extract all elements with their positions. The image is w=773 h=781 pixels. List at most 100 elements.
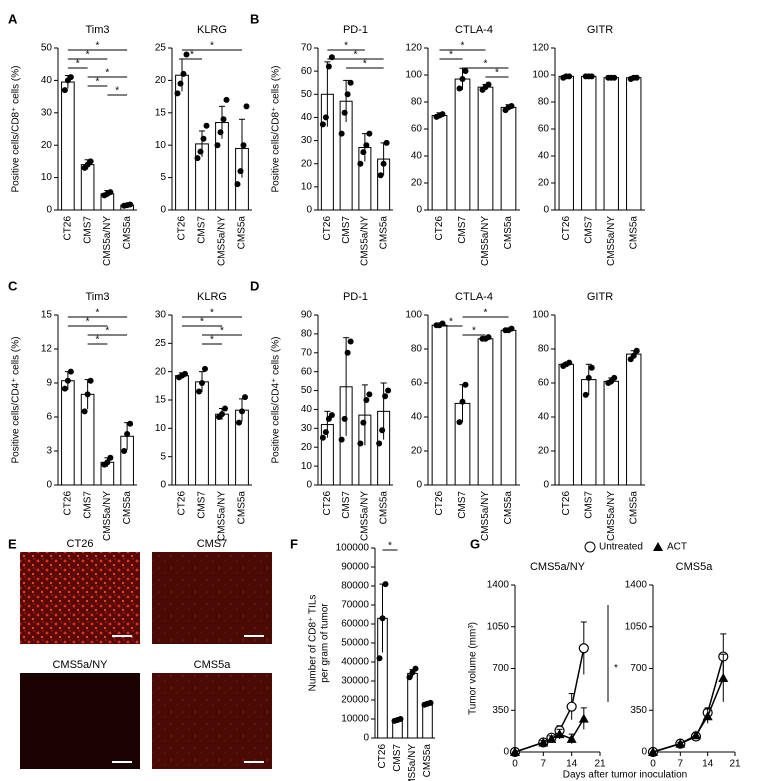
- y-tick-label: 50: [301, 385, 313, 396]
- x-tick-label: CT26: [322, 216, 333, 241]
- micrograph: [152, 552, 272, 644]
- y-tick-label: 0: [503, 747, 509, 758]
- significance-label: *: [96, 77, 100, 88]
- data-point: [194, 155, 201, 162]
- data-point: [427, 699, 434, 706]
- subplot-title: CTLA-4: [455, 24, 493, 36]
- data-point: [183, 51, 190, 58]
- x-tick-label: CMS5a: [237, 491, 248, 525]
- data-point: [459, 398, 466, 405]
- significance-label: *: [200, 317, 204, 328]
- bar: [195, 381, 209, 486]
- y-tick-label: 100: [405, 310, 422, 321]
- y-tick-label: 40: [411, 151, 423, 162]
- marker: [690, 730, 701, 740]
- significance-label: *: [210, 335, 214, 346]
- image-label: CMS5a: [194, 659, 232, 671]
- data-point: [357, 440, 364, 447]
- series-line: [652, 677, 724, 753]
- data-point: [319, 434, 326, 441]
- bar: [422, 703, 433, 739]
- y-tick-label: 0: [160, 205, 166, 216]
- x-tick-label: 14: [566, 759, 578, 770]
- y-tick-label: 6: [46, 412, 52, 423]
- data-point: [242, 394, 248, 401]
- data-point: [322, 114, 329, 121]
- x-tick-label: CMS5a/NY: [360, 491, 371, 541]
- x-tick-label: CMS5a/NY: [360, 216, 371, 266]
- panel-letter: A: [8, 11, 18, 26]
- data-point: [197, 148, 204, 155]
- data-point: [456, 85, 463, 92]
- x-tick-label: CMS5a/NY: [217, 216, 228, 266]
- y-tick-label: 40: [538, 151, 550, 162]
- x-tick-label: CMS7: [341, 491, 352, 519]
- significance-label: *: [86, 50, 90, 61]
- data-point: [84, 391, 91, 398]
- bar: [407, 672, 418, 739]
- data-point: [338, 436, 345, 443]
- significance-label: *: [105, 326, 109, 337]
- data-point: [107, 454, 114, 461]
- y-tick-label: 0: [543, 480, 549, 491]
- y-tick-label: 5: [160, 172, 166, 183]
- significance-label: *: [614, 663, 618, 674]
- y-tick-label: 10: [155, 140, 167, 151]
- y-tick-label: 40000: [341, 657, 369, 668]
- data-point: [217, 129, 224, 136]
- micrograph: [20, 673, 140, 769]
- x-tick-label: CMS5a/NY: [102, 491, 113, 541]
- x-tick-label: 21: [729, 759, 741, 770]
- y-tick-label: 1400: [487, 580, 510, 591]
- data-point: [219, 411, 225, 418]
- y-tick-label: 1050: [625, 621, 648, 632]
- data-point: [397, 716, 404, 722]
- marker: [566, 733, 577, 743]
- y-tick-label: 60: [411, 378, 423, 389]
- y-tick-label: 60: [538, 378, 550, 389]
- bar: [603, 77, 619, 211]
- significance-label: *: [220, 326, 224, 337]
- significance-label: *: [449, 50, 453, 61]
- data-point: [412, 665, 419, 672]
- y-tick-label: 25: [155, 43, 167, 54]
- y-tick-label: 15: [155, 395, 167, 406]
- significance-label: *: [115, 86, 119, 97]
- subplot-title: Tim3: [85, 24, 109, 36]
- y-tick-label: 20: [538, 446, 550, 457]
- data-point: [633, 74, 640, 81]
- y-tick-label: 70: [301, 43, 313, 54]
- y-tick-label: 0: [363, 733, 369, 744]
- data-point: [585, 374, 592, 381]
- y-tick-label: 25: [155, 338, 167, 349]
- marker: [702, 711, 713, 721]
- data-point: [462, 67, 469, 74]
- bar: [500, 106, 517, 211]
- data-point: [237, 168, 244, 175]
- bar: [61, 81, 75, 211]
- bar: [558, 363, 574, 486]
- data-point: [174, 90, 181, 97]
- x-tick-label: 7: [541, 759, 547, 770]
- data-point: [360, 419, 367, 426]
- x-tick-label: CMS5a/NY: [606, 491, 617, 541]
- significance-label: *: [472, 326, 476, 337]
- micrograph: [152, 673, 272, 769]
- x-tick-label: CMS5a: [122, 491, 133, 525]
- x-tick-label: 0: [512, 759, 518, 770]
- y-tick-label: 20: [538, 178, 550, 189]
- bar: [80, 164, 95, 211]
- y-tick-label: 50000: [341, 638, 369, 649]
- significance-label: *: [388, 541, 392, 552]
- significance-label: *: [190, 50, 194, 61]
- y-tick-label: 15: [41, 310, 53, 321]
- data-point: [124, 431, 131, 437]
- data-point: [344, 349, 351, 356]
- y-tick-label: 40: [41, 75, 53, 86]
- y-tick-label: 90: [301, 310, 313, 321]
- data-point: [223, 96, 230, 103]
- y-tick-label: 60: [411, 124, 423, 135]
- significance-label: *: [449, 317, 453, 328]
- y-axis-label: Positive cells/CD8⁺ cells (%): [11, 66, 22, 193]
